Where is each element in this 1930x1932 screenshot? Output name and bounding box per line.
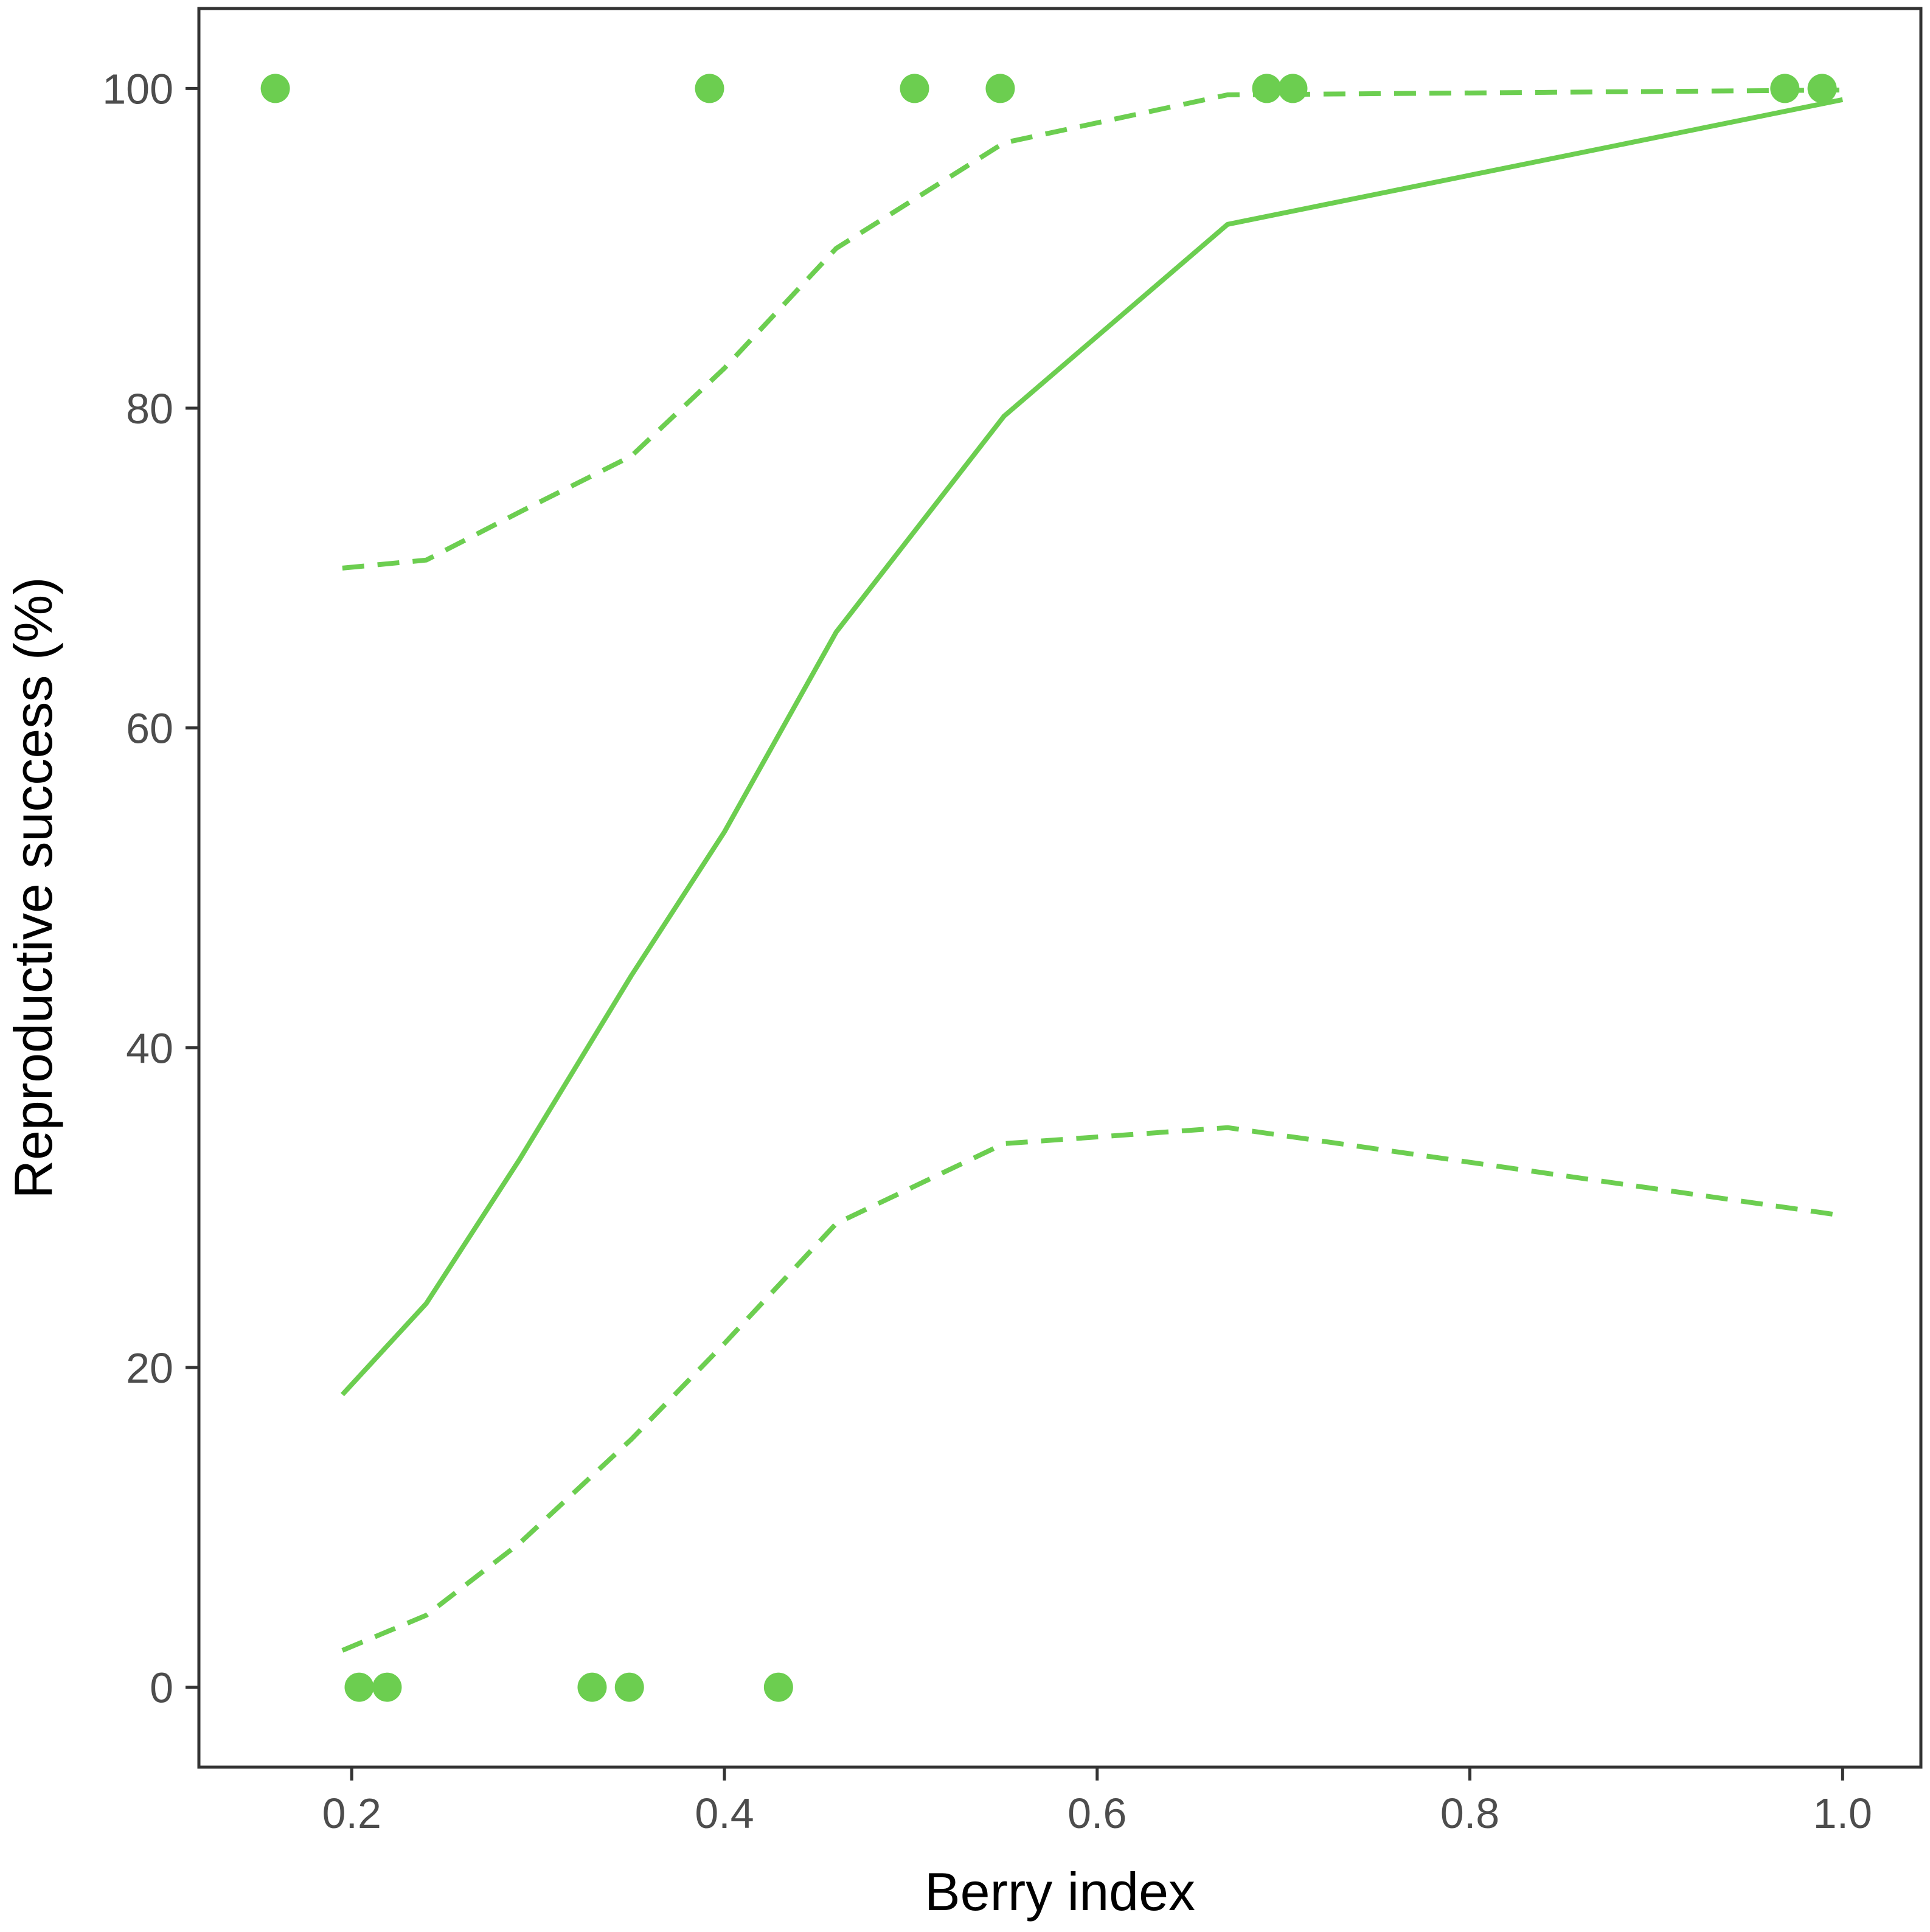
data-point [763,1672,793,1702]
axis-ticks: 0.2 0.4 0.6 0.8 1.0 0 20 40 60 80 100 [102,65,1872,1837]
x-tick-label: 0.2 [322,1790,381,1837]
data-point [695,74,724,103]
ci-upper-line [342,88,1843,571]
data-point [1807,74,1837,103]
y-tick-label: 100 [102,65,173,113]
y-tick-label: 0 [150,1664,173,1712]
plot-border [197,7,1923,1769]
data-point [1770,74,1800,103]
x-tick-label: 0.6 [1067,1790,1126,1837]
y-tick-label: 40 [126,1024,173,1072]
ci-lower-line [341,1125,1843,1653]
data-point [614,1672,644,1702]
y-tick-label: 20 [126,1344,173,1392]
data-point [1278,74,1308,103]
data-point [900,74,929,103]
x-tick-label: 0.8 [1440,1790,1499,1837]
data-point [577,1672,607,1702]
y-axis-label: Reproductive success (%) [3,577,63,1198]
x-tick-label: 1.0 [1813,1790,1872,1837]
data-point [260,74,290,103]
data-point [985,74,1015,103]
y-tick-label: 60 [126,705,173,752]
x-tick-label: 0.4 [695,1790,754,1837]
fit-line [340,97,1844,1397]
data-point [344,1672,374,1702]
data-point [1252,74,1282,103]
y-tick-label: 80 [126,385,173,433]
plot-area [260,74,1844,1702]
x-axis-label: Berry index [925,1861,1195,1922]
data-point [372,1672,402,1702]
